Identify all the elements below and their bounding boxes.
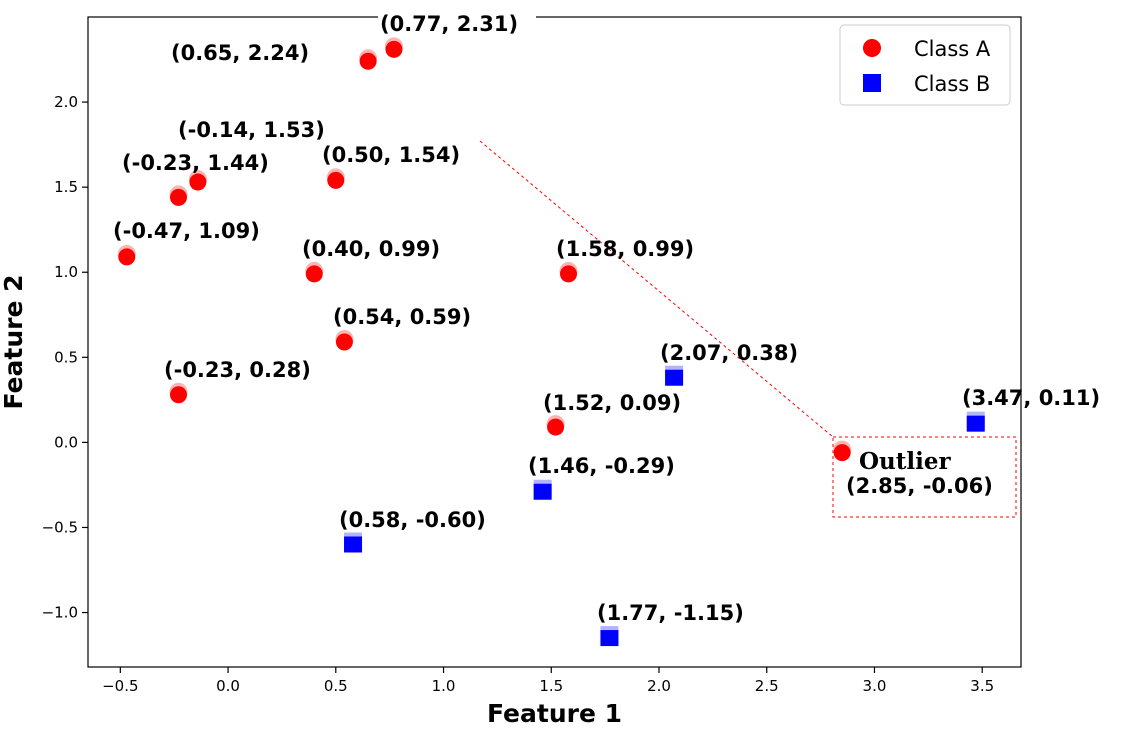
data-label: (0.50, 1.54) [322, 143, 460, 167]
data-label: (1.52, 0.09) [543, 391, 681, 415]
data-label: (1.46, -0.29) [528, 454, 675, 478]
legend-class-b-label: Class B [914, 72, 990, 96]
data-label: (-0.47, 1.09) [113, 219, 260, 243]
data-label: (2.07, 0.38) [660, 341, 798, 365]
data-label: (1.58, 0.99) [556, 237, 694, 261]
x-tick-label: 0.0 [216, 677, 240, 695]
outlier-box [832, 436, 1017, 518]
x-tick-label: 2.5 [755, 677, 779, 695]
class-b-point [600, 630, 619, 647]
legend-class-a-label: Class A [914, 37, 991, 61]
data-label: (0.58, -0.60) [339, 508, 486, 532]
data-label: (0.40, 0.99) [302, 237, 440, 261]
x-tick-label: 3.5 [970, 677, 994, 695]
plot-frame [87, 16, 1022, 668]
data-label: (3.47, 0.11) [962, 386, 1100, 410]
class-a-point [335, 333, 353, 351]
data-label: (-0.23, 0.28) [164, 358, 311, 382]
data-label: (-0.23, 1.44) [122, 151, 269, 175]
top-label-backdrop [378, 8, 536, 30]
y-tick-label: 2.0 [54, 93, 78, 111]
y-axis-label: Feature 2 [0, 274, 28, 409]
y-tick-label: 0.5 [54, 348, 78, 366]
legend-box [839, 24, 1011, 106]
y-tick-label: −1.0 [42, 604, 78, 622]
class-a-point [189, 173, 207, 191]
x-tick-label: 2.0 [647, 677, 671, 695]
class-b-point [344, 536, 363, 553]
outlier-point-label: (2.85, -0.06) [846, 474, 993, 498]
class-b-point [533, 483, 552, 500]
outlier-annotation-text: Outlier [859, 448, 951, 475]
class-a-point [385, 40, 403, 58]
class-a-point [833, 444, 851, 462]
data-label: (1.77, -1.15) [597, 601, 744, 625]
y-tick-label: −0.5 [42, 518, 78, 536]
data-label: (-0.14, 1.53) [178, 118, 325, 142]
class-a-point [560, 265, 578, 283]
class-a-point [169, 386, 187, 404]
class-b-point [966, 415, 985, 432]
x-tick-label: 1.5 [539, 677, 563, 695]
class-a-point [118, 248, 136, 266]
class-b-point [665, 369, 684, 386]
legend-class-b-marker [863, 74, 881, 92]
class-a-point [547, 418, 565, 436]
data-label: (0.77, 2.31) [380, 12, 518, 36]
y-tick-label: 1.0 [54, 263, 78, 281]
y-tick-label: 1.5 [54, 178, 78, 196]
data-label: (0.65, 2.24) [171, 41, 309, 65]
x-tick-label: 3.0 [863, 677, 887, 695]
x-tick-label: 0.5 [324, 677, 348, 695]
class-a-point [327, 171, 345, 189]
class-a-point [169, 188, 187, 206]
x-axis-label: Feature 1 [487, 699, 622, 728]
x-tick-label: −0.5 [102, 677, 138, 695]
class-a-point [359, 52, 377, 70]
class-a-point [305, 265, 323, 283]
data-label: (0.54, 0.59) [333, 305, 471, 329]
outlier-connector-line [479, 140, 834, 438]
legend-class-a-marker [863, 39, 881, 57]
x-tick-label: 1.0 [432, 677, 456, 695]
y-tick-label: 0.0 [54, 433, 78, 451]
